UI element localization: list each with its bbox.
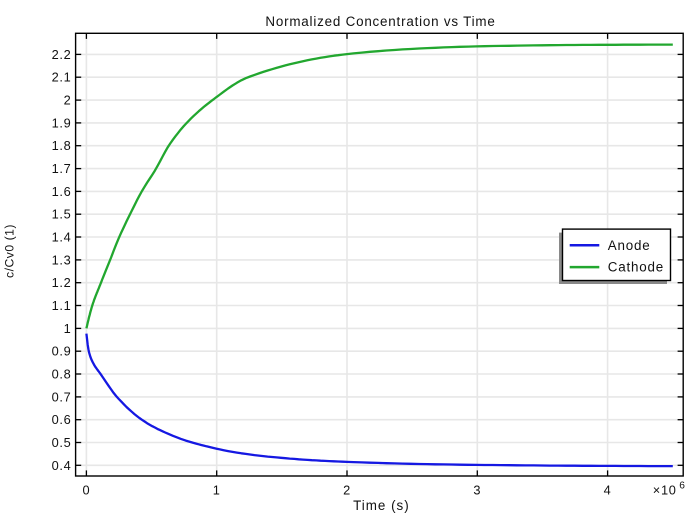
svg-text:2: 2 [343, 483, 351, 498]
svg-text:1: 1 [64, 321, 72, 336]
svg-text:0.9: 0.9 [52, 344, 72, 359]
svg-text:3: 3 [473, 483, 481, 498]
svg-text:1.3: 1.3 [52, 252, 72, 267]
svg-text:0.6: 0.6 [52, 412, 72, 427]
svg-text:1.2: 1.2 [52, 275, 72, 290]
svg-text:2: 2 [64, 93, 72, 108]
svg-text:0: 0 [82, 483, 90, 498]
svg-text:2.1: 2.1 [52, 70, 72, 85]
svg-text:0.5: 0.5 [52, 435, 72, 450]
svg-text:1.9: 1.9 [52, 115, 72, 130]
svg-text:2.2: 2.2 [52, 47, 72, 62]
svg-text:Anode: Anode [608, 238, 651, 253]
svg-text:×10: ×10 [653, 483, 677, 498]
svg-text:0.8: 0.8 [52, 367, 72, 382]
svg-text:0.4: 0.4 [52, 458, 72, 473]
svg-text:4: 4 [604, 483, 612, 498]
svg-text:1: 1 [213, 483, 221, 498]
svg-text:1.7: 1.7 [52, 161, 72, 176]
svg-text:1.1: 1.1 [52, 298, 72, 313]
svg-text:Cathode: Cathode [608, 260, 664, 275]
svg-text:1.6: 1.6 [52, 184, 72, 199]
svg-text:1.4: 1.4 [52, 230, 72, 245]
svg-text:6: 6 [679, 480, 685, 491]
svg-text:0.7: 0.7 [52, 389, 72, 404]
svg-text:Normalized Concentration vs Ti: Normalized Concentration vs Time [265, 14, 495, 29]
svg-text:c/Cv0 (1): c/Cv0 (1) [3, 224, 17, 278]
svg-text:1.5: 1.5 [52, 207, 72, 222]
svg-text:Time (s): Time (s) [353, 498, 410, 513]
svg-text:1.8: 1.8 [52, 138, 72, 153]
